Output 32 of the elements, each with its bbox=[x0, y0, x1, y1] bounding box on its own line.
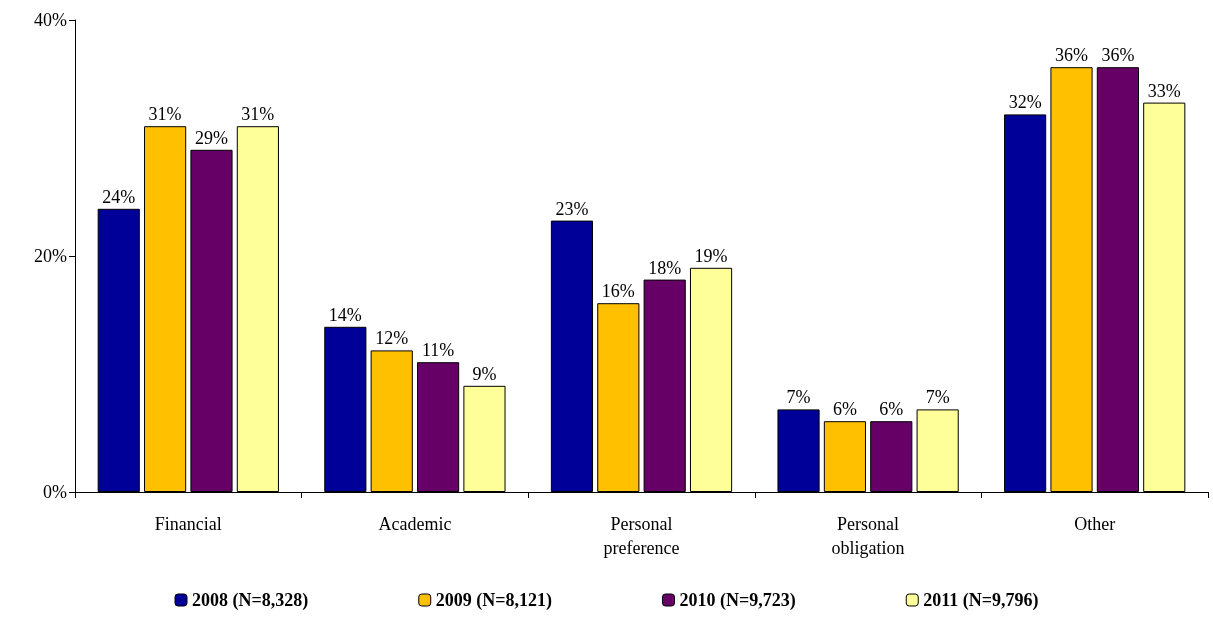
x-tick-label: Academic bbox=[378, 514, 452, 534]
data-label: 33% bbox=[1147, 80, 1181, 101]
x-tick-label: Other bbox=[1074, 514, 1116, 534]
x-tick-label: Personal preference bbox=[603, 514, 680, 558]
legend-label: 2008 (N=8,328) bbox=[192, 590, 309, 611]
data-label: 18% bbox=[648, 257, 682, 278]
data-label: 29% bbox=[194, 127, 228, 148]
data-label: 14% bbox=[328, 304, 362, 325]
data-label: 31% bbox=[241, 104, 275, 125]
data-label: 36% bbox=[1055, 45, 1089, 66]
data-label: 6% bbox=[832, 399, 857, 420]
x-tick-label: Personal obligation bbox=[831, 514, 905, 558]
y-tick-label: 0% bbox=[43, 482, 67, 502]
x-tick-label: Financial bbox=[154, 514, 222, 534]
data-label: 19% bbox=[694, 245, 728, 266]
data-label: 6% bbox=[879, 399, 904, 420]
y-tick-label: 40% bbox=[34, 10, 67, 30]
legend-label: 2011 (N=9,796) bbox=[923, 590, 1039, 611]
data-label: 24% bbox=[102, 186, 136, 207]
y-tick-label: 20% bbox=[34, 246, 67, 266]
data-label: 11% bbox=[421, 340, 455, 361]
data-label: 12% bbox=[375, 328, 409, 349]
legend-label: 2009 (N=8,121) bbox=[435, 590, 552, 611]
data-label: 16% bbox=[601, 281, 635, 302]
data-label: 7% bbox=[786, 387, 811, 408]
legend-label: 2010 (N=9,723) bbox=[679, 590, 796, 611]
data-label: 9% bbox=[472, 363, 497, 384]
data-label: 23% bbox=[555, 198, 589, 219]
data-label: 7% bbox=[925, 387, 950, 408]
data-label: 36% bbox=[1101, 45, 1135, 66]
data-label: 31% bbox=[148, 104, 182, 125]
data-label: 32% bbox=[1008, 92, 1042, 113]
